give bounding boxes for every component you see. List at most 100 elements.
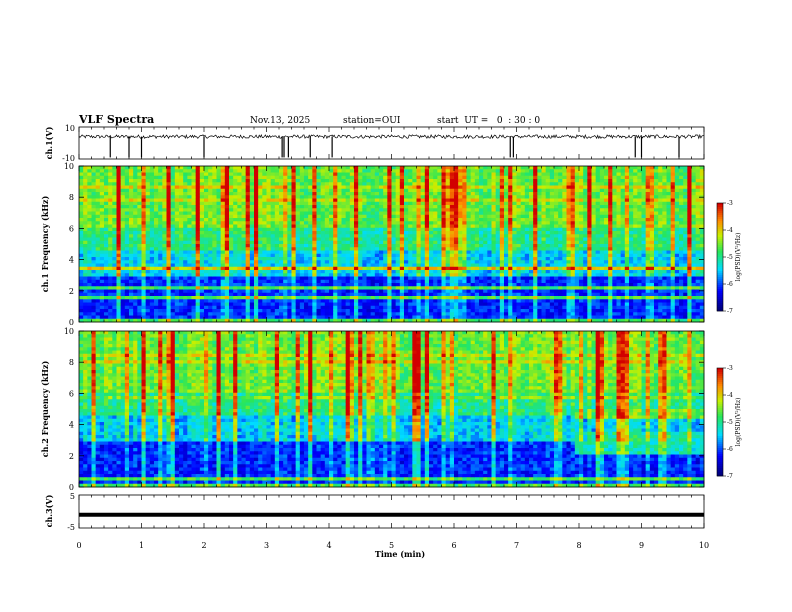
ch1-spectrogram-cell [270,296,276,300]
ch1-spectrogram-cell [499,260,505,264]
ch1-spectrogram-cell [95,169,101,173]
ch1-spectrogram-cell [299,179,305,183]
ch1-spectrogram-cell [199,289,205,294]
ch1-spectrogram-cell [258,263,263,268]
ch1-spectrogram-cell [104,286,109,290]
ch1-spectrogram-cell [166,192,172,196]
ch1-spectrogram-cell [429,214,434,219]
ch1-spectrogram-cell [508,175,513,180]
ch1-spectrogram-cell [287,305,292,310]
ch1-spectrogram-cell [137,270,142,274]
ch1-spectrogram-cell [504,247,509,251]
ch1-spectrogram-cell [149,175,155,180]
ch1-spectrogram-cell [195,305,201,310]
ch1-spectrogram-cell [437,169,442,173]
ch1-spectrogram-cell [383,266,388,271]
ch1-spectrogram-cell [233,201,238,206]
ch1-spectrogram-cell [87,263,92,268]
ch1-spectrogram-cell [208,257,213,261]
ch1-spectrogram-cell [174,214,180,219]
ch1-spectrogram-cell [504,208,509,212]
ch1-spectrogram-cell [170,302,176,307]
ch1-spectrogram-cell [349,270,355,274]
ch1-spectrogram-cell [108,221,113,225]
ch1-spectrogram-cell [429,169,434,173]
ch1-spectrogram-cell [404,260,409,264]
ch1-spectrogram-cell [333,273,338,277]
ch1-spectrogram-cell [104,266,109,271]
ch1-spectrogram-cell [141,250,147,255]
ch1-spectrogram-cell [299,286,305,290]
ch1-spectrogram-cell [349,240,355,245]
ch1-spectrogram-cell [449,260,455,264]
ch1-spectrogram-cell [187,218,192,222]
ch1-spectrogram-cell [366,247,372,251]
ch1-spectrogram-cell [324,309,330,313]
ch1-spectrogram-cell [408,263,413,268]
ch1-spectrogram-cell [508,166,513,170]
ch1-spectrogram-cell [204,305,209,310]
ch1-spectrogram-cell [362,279,367,284]
ch1-spectrogram-cell [249,309,255,313]
ch1-spectrogram-cell [462,240,467,245]
ch1-spectrogram-cell [445,169,451,173]
ch1-spectrogram-cell [154,318,159,323]
ch1-spectrogram-cell [291,315,297,320]
ch1-spectrogram-cell [204,214,209,219]
ch1-spectrogram-cell [262,318,267,323]
ch1-spectrogram-cell [220,309,226,313]
ch1-spectrogram-cell [329,227,334,232]
ch1-spectrogram-cell [241,201,247,206]
ch1-spectrogram-cell [337,309,342,313]
ch1-spectrogram-cell [129,292,134,297]
ch1-spectrogram-cell [487,279,492,284]
ch1-spectrogram-cell [279,231,284,235]
ch1-spectrogram-cell [120,273,126,277]
ch1-spectrogram-cell [424,276,430,281]
ch1-spectrogram-cell [124,208,130,212]
ch1-spectrogram-cell [83,292,88,297]
ch1-spectrogram-cell [474,266,480,271]
ch1-spectrogram-cell [412,315,417,320]
ch1-spectrogram-cell [358,260,363,264]
ch1-spectrogram-cell [129,283,134,287]
ch1-spectrogram-cell [483,179,488,183]
ch1-spectrogram-cell [199,224,205,229]
ch1-spectrogram-cell [79,211,84,216]
ch1-spectrogram-cell [141,195,147,199]
ch1-spectrogram-cell [491,247,497,251]
ch1-spectrogram-cell [445,182,451,186]
ch1-spectrogram-cell [179,270,184,274]
ch1-spectrogram-cell [495,250,501,255]
ch1-spectrogram-cell [233,276,238,281]
ch1-spectrogram-cell [162,253,167,258]
ch1-spectrogram-cell [241,279,247,284]
ch1-spectrogram-cell [420,240,426,245]
ch1-spectrogram-cell [183,247,188,251]
ch1-spectrogram-cell [166,247,172,251]
ch1-spectrogram-cell [308,211,313,216]
ch1-spectrogram-cell [191,185,197,190]
ch1-spectrogram-cell [216,270,222,274]
ch1-spectrogram-cell [87,305,92,310]
ch1-spectrogram-cell [229,286,234,290]
ch1-spectrogram-cell [199,292,205,297]
ch1-spectrogram-cell [254,283,259,287]
ch1-spectrogram-cell [91,205,97,209]
ch1-spectrogram-cell [379,211,384,216]
ch1-spectrogram-cell [487,179,492,183]
ch1-spectrogram-cell [324,266,330,271]
ch1-spectrogram-cell [262,237,267,242]
ch1-spectrogram-cell [470,169,476,173]
ch1-spectrogram-cell [212,296,217,300]
ch1-spectrogram-cell [504,309,509,313]
ch1-spectrogram-cell [154,227,159,232]
ch1-spectrogram-cell [79,302,84,307]
ch1-spectrogram-cell [91,227,97,232]
ch1-spectrogram-cell [174,240,180,245]
ch1-spectrogram-cell [254,273,259,277]
ch1-spectrogram-cell [162,283,167,287]
ch1-spectrogram-cell [120,286,126,290]
ch1-spectrogram-cell [154,309,159,313]
ch1-spectrogram-cell [404,296,409,300]
